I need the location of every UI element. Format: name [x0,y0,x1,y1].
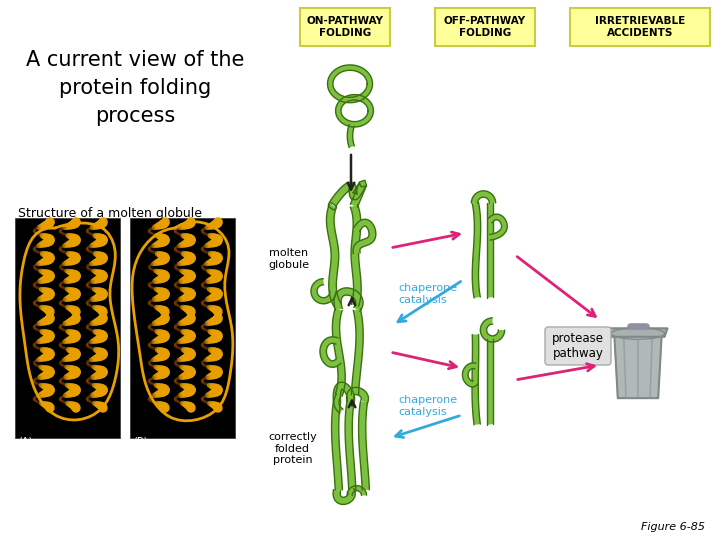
Text: correctly
folded
protein: correctly folded protein [268,432,317,465]
Polygon shape [611,328,665,339]
Polygon shape [346,387,369,403]
Polygon shape [333,308,345,396]
Polygon shape [311,279,336,304]
Polygon shape [334,394,343,413]
Polygon shape [333,382,354,403]
Polygon shape [359,401,369,490]
Text: IRRETRIEVABLE
ACCIDENTS: IRRETRIEVABLE ACCIDENTS [595,16,685,38]
Text: chaperone
catalysis: chaperone catalysis [398,395,457,416]
FancyBboxPatch shape [570,8,710,46]
Text: protease
pathway: protease pathway [552,332,604,360]
Text: chaperone
catalysis: chaperone catalysis [398,283,457,305]
Polygon shape [472,334,480,425]
Polygon shape [326,205,341,307]
Polygon shape [328,180,366,210]
Polygon shape [328,65,372,103]
Text: (B): (B) [133,436,148,446]
Polygon shape [333,488,355,504]
Polygon shape [351,205,361,307]
Polygon shape [351,309,363,395]
Bar [130,218,235,438]
Bar [15,218,120,438]
Polygon shape [347,485,366,496]
FancyBboxPatch shape [545,327,611,365]
Polygon shape [480,318,505,342]
Text: Structure of a molten globule: Structure of a molten globule [18,207,202,220]
Polygon shape [320,337,341,367]
Polygon shape [472,191,495,203]
Polygon shape [353,219,376,254]
Polygon shape [462,363,478,387]
FancyBboxPatch shape [435,8,535,46]
Polygon shape [345,401,356,490]
Text: (A): (A) [18,436,32,446]
Polygon shape [472,202,481,298]
Text: ON-PATHWAY
FOLDING: ON-PATHWAY FOLDING [307,16,384,38]
Polygon shape [608,328,667,337]
Text: molten
globule: molten globule [268,248,309,269]
Text: A current view of the
protein folding
process: A current view of the protein folding pr… [26,50,244,126]
Polygon shape [332,401,343,490]
Polygon shape [487,339,493,424]
Polygon shape [347,124,354,147]
Polygon shape [614,334,662,398]
Text: OFF-PATHWAY
FOLDING: OFF-PATHWAY FOLDING [444,16,526,38]
Polygon shape [334,288,363,312]
FancyBboxPatch shape [300,8,390,46]
Polygon shape [487,214,507,240]
Polygon shape [336,94,374,127]
Text: Figure 6-85: Figure 6-85 [641,522,705,532]
Polygon shape [487,203,493,298]
